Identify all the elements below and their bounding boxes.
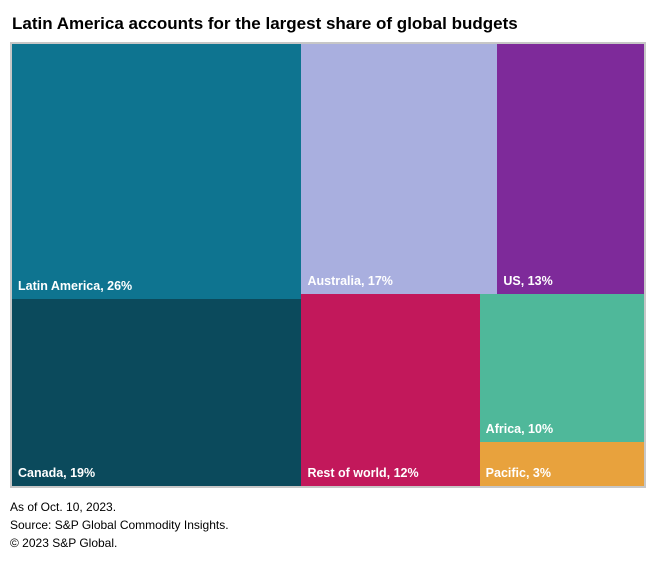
treemap-cell-label: US, 13% xyxy=(503,274,552,288)
treemap-cell: Latin America, 26% xyxy=(12,44,301,299)
treemap-cell-label: Rest of world, 12% xyxy=(307,466,418,480)
treemap-cell: Pacific, 3% xyxy=(480,442,644,486)
treemap-cell-label: Africa, 10% xyxy=(486,422,553,436)
chart-footer: As of Oct. 10, 2023. Source: S&P Global … xyxy=(10,498,650,552)
treemap-cell-label: Latin America, 26% xyxy=(18,279,132,293)
treemap-cell-label: Australia, 17% xyxy=(307,274,392,288)
chart-title: Latin America accounts for the largest s… xyxy=(12,14,650,34)
treemap-cell: Africa, 10% xyxy=(480,294,644,442)
footer-source: Source: S&P Global Commodity Insights. xyxy=(10,516,650,534)
treemap-cell: US, 13% xyxy=(497,44,644,294)
treemap-cell: Rest of world, 12% xyxy=(301,294,479,486)
treemap-cell-label: Canada, 19% xyxy=(18,466,95,480)
footer-copyright: © 2023 S&P Global. xyxy=(10,534,650,552)
treemap-chart: Latin America, 26% Canada, 19% Australia, … xyxy=(10,42,646,488)
footer-asof: As of Oct. 10, 2023. xyxy=(10,498,650,516)
treemap-cell: Canada, 19% xyxy=(12,299,301,486)
treemap-cell-label: Pacific, 3% xyxy=(486,466,551,480)
treemap-cell: Australia, 17% xyxy=(301,44,497,294)
